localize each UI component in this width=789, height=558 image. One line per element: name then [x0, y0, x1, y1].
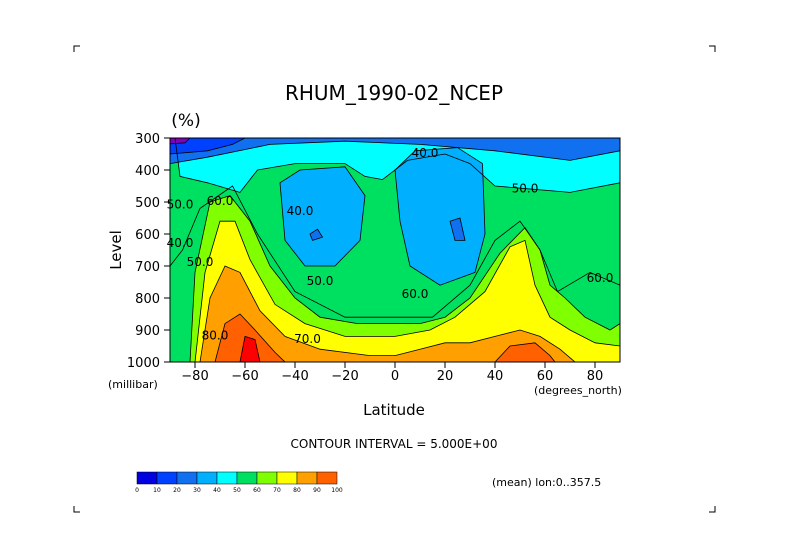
humidity-band-70: [195, 221, 620, 362]
contour-line: [309, 228, 324, 241]
contour-label: 40.0: [412, 146, 439, 160]
colorbar-tick-label: 100: [331, 487, 343, 494]
contour-label: 40.0: [167, 236, 194, 250]
contour-label: 50.0: [167, 197, 194, 211]
y-units-label: (millibar): [108, 378, 158, 391]
y-tick-label: 300: [135, 132, 160, 147]
contour-line: [449, 217, 466, 241]
colorbar-tick-label: 70: [273, 487, 281, 494]
contour-label: 60.0: [587, 271, 614, 285]
contour-line: [194, 220, 620, 362]
colorbar-swatch: [196, 471, 218, 485]
y-tick-label: 700: [135, 260, 160, 275]
colorbar-tick-label: 0: [135, 487, 139, 494]
x-tick-label: 80: [587, 369, 604, 384]
contour-line: [170, 138, 191, 145]
plot-area: [170, 138, 620, 362]
contour-label: 60.0: [207, 194, 234, 208]
y-tick-label: 900: [135, 324, 160, 339]
x-tick-label: −80: [181, 369, 208, 384]
corner-marks: [73, 45, 716, 513]
colorbar-swatch: [296, 471, 318, 485]
contour-label: 50.0: [187, 255, 214, 269]
colorbar-tick-label: 50: [233, 487, 241, 494]
colorbar-tick-label: 20: [173, 487, 181, 494]
y-tick-label: 500: [135, 196, 160, 211]
y-tick-label: 800: [135, 292, 160, 307]
x-tick-label: −60: [231, 369, 258, 384]
colorbar-swatch: [176, 471, 198, 485]
contour-label: 60.0: [402, 287, 429, 301]
colorbar-tick-label: 30: [193, 487, 201, 494]
x-axis-label: Latitude: [363, 401, 425, 419]
x-tick-label: 20: [437, 369, 454, 384]
y-axis-label: Level: [107, 230, 125, 270]
x-tick-label: −40: [281, 369, 308, 384]
colorbar-swatch: [276, 471, 298, 485]
contour-line: [170, 138, 246, 155]
colorbar-swatch: [316, 471, 338, 485]
x-tick-label: 0: [391, 369, 399, 384]
contour-label: 50.0: [512, 181, 539, 195]
colorbar-tick-label: 90: [313, 487, 321, 494]
colorbar-tick-label: 60: [253, 487, 261, 494]
x-tick-label: 60: [537, 369, 554, 384]
colorbar-tick-label: 10: [153, 487, 161, 494]
humidity-band-max: [240, 336, 260, 362]
humidity-band-30-right: [395, 147, 485, 286]
contour-line: [199, 265, 576, 362]
y-tick-label: 1000: [127, 356, 160, 371]
contour-label: 40.0: [287, 204, 314, 218]
humidity-band-top-10: [170, 138, 245, 154]
colorbar-swatch: [236, 471, 258, 485]
chart-title: RHUM_1990-02_NCEP: [285, 81, 503, 105]
mean-lon-note: (mean) lon:0..357.5: [492, 476, 601, 489]
humidity-band-90-right: [495, 342, 555, 362]
contour-line: [279, 166, 366, 267]
contour-label: 80.0: [202, 329, 229, 343]
contour-interval-note: CONTOUR INTERVAL = 5.000E+00: [291, 437, 498, 451]
x-tick-label: −20: [331, 369, 358, 384]
y-tick-label: 400: [135, 164, 160, 179]
colorbar: 0 10 20 30 40 50 60 70 80 90 100: [135, 471, 343, 494]
humidity-band-30-left: [280, 166, 365, 266]
x-tick-label: 40: [487, 369, 504, 384]
contour-line: [394, 147, 486, 286]
contour-line: [189, 195, 620, 362]
colorbar-swatch: [156, 471, 178, 485]
contour-line: [170, 138, 620, 165]
y-tick-label: 600: [135, 228, 160, 243]
colorbar-tick-label: 80: [293, 487, 301, 494]
contour-line: [170, 138, 620, 318]
contour-label: 50.0: [307, 274, 334, 288]
x-units-label: (degrees_north): [534, 384, 622, 397]
contour-line: [239, 335, 261, 362]
contour-label: 70.0: [294, 332, 321, 346]
colorbar-tick-label: 40: [213, 487, 221, 494]
humidity-band-top: [170, 138, 620, 164]
contour-line: [494, 342, 556, 362]
colorbar-swatch: [256, 471, 278, 485]
colorbar-swatch: [136, 471, 158, 485]
contour-line: [214, 313, 286, 362]
colorbar-swatch: [216, 471, 238, 485]
units-label: (%): [171, 111, 200, 131]
